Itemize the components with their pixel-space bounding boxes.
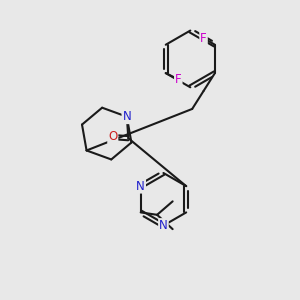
Text: O: O: [108, 130, 117, 143]
Text: F: F: [175, 73, 181, 86]
Text: N: N: [122, 110, 131, 123]
Text: N: N: [159, 219, 168, 232]
Text: N: N: [136, 180, 145, 193]
Text: F: F: [200, 32, 207, 45]
